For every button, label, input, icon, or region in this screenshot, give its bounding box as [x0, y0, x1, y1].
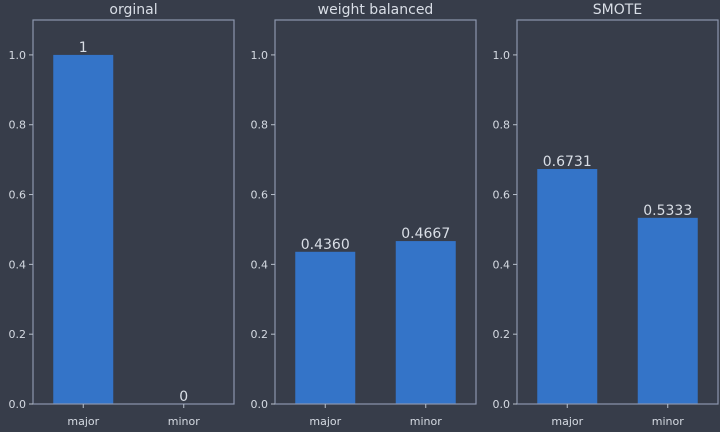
- y-tick-label: 0.8: [9, 119, 27, 132]
- x-tick-label: major: [309, 415, 341, 428]
- chart-title: SMOTE: [593, 2, 642, 18]
- chart-title: weight balanced: [318, 2, 434, 18]
- y-tick-label: 0.8: [493, 119, 511, 132]
- x-tick-label: minor: [652, 415, 684, 428]
- y-tick-label: 1.0: [9, 49, 27, 62]
- x-tick-label: minor: [410, 415, 442, 428]
- bar-major: [53, 54, 114, 405]
- chart-title: orginal: [109, 2, 157, 18]
- y-tick-label: 0.0: [251, 398, 269, 411]
- y-tick-label: 0.8: [251, 119, 269, 132]
- y-tick-label: 0.2: [9, 328, 27, 341]
- y-tick-label: 0.4: [493, 258, 511, 271]
- axes-frame: [32, 19, 235, 405]
- axes-frame: [274, 19, 477, 405]
- bar-major: [295, 251, 356, 404]
- x-tick-label: major: [551, 415, 583, 428]
- y-tick-label: 1.0: [493, 49, 511, 62]
- data-label: 0: [179, 389, 188, 405]
- x-tick-label: major: [67, 415, 99, 428]
- x-tick-label: minor: [168, 415, 200, 428]
- y-tick-label: 0.2: [493, 328, 511, 341]
- data-label: 0.4667: [401, 226, 450, 242]
- y-tick-label: 0.6: [9, 189, 27, 202]
- y-tick-label: 0.0: [9, 398, 27, 411]
- y-tick-label: 0.6: [493, 189, 511, 202]
- bar-major: [537, 169, 598, 404]
- y-tick-label: 0.6: [251, 189, 269, 202]
- chart-panel-2: 0.0 0.2 0.4 0.6 0.8 1.0 major minor 0.6731 0.5333…: [493, 2, 719, 428]
- chart-panel-1: 0.0 0.2 0.4 0.6 0.8 1.0 major minor 0.4360 0.4667…: [251, 2, 477, 428]
- y-tick-label: 0.4: [251, 258, 269, 271]
- chart-panel-0: 0.0 0.2 0.4 0.6 0.8 1.0 major minor 1 0 orginal: [9, 2, 235, 428]
- bar-minor: [637, 217, 698, 404]
- data-label: 0.4360: [301, 237, 350, 253]
- y-tick-label: 1.0: [251, 49, 269, 62]
- axes-frame: [516, 19, 719, 405]
- y-tick-label: 0.0: [493, 398, 511, 411]
- y-tick-label: 0.4: [9, 258, 27, 271]
- y-tick-label: 0.2: [251, 328, 269, 341]
- data-label: 0.5333: [643, 203, 692, 219]
- data-label: 0.6731: [543, 154, 592, 170]
- bar-minor: [395, 241, 456, 404]
- data-label: 1: [79, 40, 88, 56]
